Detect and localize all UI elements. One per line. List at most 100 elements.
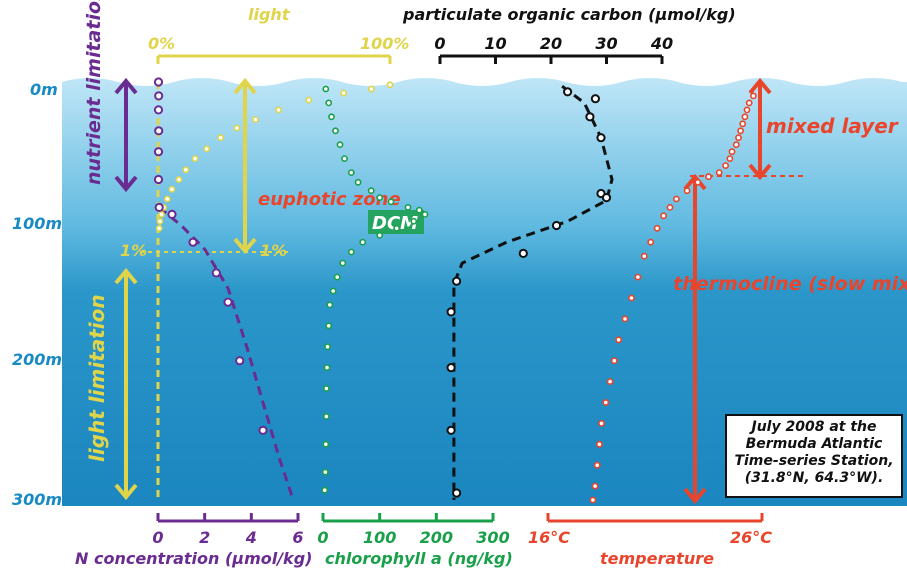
poc-point-5 (601, 193, 612, 203)
nitrogen-tick-label-6: 6 (292, 528, 303, 547)
poc-point-2 (585, 112, 595, 122)
chlorophyll-point-4 (336, 141, 344, 149)
chlorophyll-point-7 (354, 178, 362, 186)
light-point-13 (163, 195, 171, 203)
nitrogen-tick-label-0: 0 (152, 528, 163, 547)
chlorophyll-point-27 (322, 412, 330, 420)
temperature-point-1 (745, 99, 753, 107)
thermocline-label-text: thermocline (slow mixing) (673, 273, 907, 295)
nitrogen-tick-label-2: 2 (199, 528, 210, 547)
temperature-axis-title: temperature (600, 549, 714, 568)
temperature-point-16 (666, 203, 674, 211)
nitrogen-point-8 (188, 237, 198, 247)
temperature-point-23 (621, 315, 629, 323)
light-axis-title: light (248, 5, 291, 24)
chlorophyll-tick-label-0: 0 (317, 528, 328, 547)
temperature-point-15 (673, 195, 680, 203)
chlorophyll-point-16 (376, 231, 384, 239)
temperature-point-28 (598, 419, 605, 427)
chlorophyll-point-10 (387, 198, 395, 206)
temperature-point-18 (653, 224, 661, 232)
light-point-8 (203, 145, 211, 153)
temperature-point-25 (610, 357, 618, 365)
temperature-point-32 (589, 496, 597, 504)
poc-point-1 (590, 94, 601, 104)
poc-axis-ticks: 0 10 20 30 40 (434, 34, 673, 64)
chlorophyll-axis-title: chlorophyll a (ng/kg) (325, 549, 513, 568)
poc-point-8 (452, 276, 462, 286)
nitrogen-point-3 (154, 126, 164, 136)
chlorophyll-point-12 (415, 206, 423, 214)
temperature-point-17 (660, 212, 667, 220)
temperature-point-8 (728, 148, 736, 156)
temperature-point-30 (593, 461, 601, 469)
chlorophyll-point-5 (341, 155, 348, 162)
nitrogen-point-9 (211, 268, 221, 278)
thermocline-label: thermocline (slow mixing) (673, 273, 907, 295)
chlorophyll-tick-label-300: 300 (476, 528, 509, 547)
light-limitation-arrow (114, 267, 138, 501)
depth-tick-200: 200m (12, 350, 62, 369)
nitrogen-point-0 (153, 77, 164, 87)
poc-tick-label-40: 40 (650, 34, 673, 53)
temperature-tick-label-26: 26°C (730, 528, 772, 547)
nitrogen-point-6 (154, 202, 164, 212)
light-point-1 (367, 85, 375, 93)
light-limitation-label: light limitation (85, 294, 109, 462)
nutrient-limitation-arrow (114, 77, 138, 193)
temperature-point-6 (735, 134, 742, 142)
light-point-2 (340, 89, 347, 97)
temperature-point-26 (606, 378, 614, 385)
chlorophyll-point-0 (322, 85, 330, 93)
poc-tick-label-30: 30 (595, 34, 617, 53)
nutrient-limitation-label: nutrient limitation (83, 0, 105, 185)
poc-tick-label-0: 0 (434, 34, 445, 53)
poc-point-9 (446, 307, 456, 317)
chlorophyll-point-14 (410, 217, 418, 225)
light-point-11 (175, 176, 183, 183)
chlorophyll-point-23 (325, 322, 333, 330)
poc-point-0 (563, 87, 573, 97)
light-point-10 (182, 166, 190, 174)
light-tick-label-0: 0% (148, 34, 175, 53)
temperature-point-9 (726, 155, 734, 162)
mixed-layer-label: mixed layer (766, 114, 899, 138)
light-point-12 (168, 185, 176, 193)
chlorophyll-point-3 (332, 127, 339, 135)
chlorophyll-point-9 (376, 194, 384, 201)
depth-tick-300: 300m (12, 490, 62, 509)
chlorophyll-point-20 (333, 273, 341, 281)
light-point-16 (156, 217, 164, 225)
temperature-point-21 (634, 273, 642, 281)
temperature-point-20 (640, 252, 648, 260)
chlorophyll-point-8 (367, 187, 375, 195)
nitrogen-point-11 (235, 356, 245, 366)
nitrogen-point-2 (153, 105, 164, 115)
thermocline-arrow (683, 173, 707, 505)
poc-axis-title: particulate organic carbon (μmol/kg) (402, 5, 736, 24)
nitrogen-axis-title: N concentration (μmol/kg) (75, 549, 312, 568)
poc-point-7 (518, 248, 528, 258)
temperature-point-19 (647, 238, 655, 246)
nitrogen-axis-ticks: 0 2 4 6 (152, 513, 304, 547)
light-point-5 (251, 116, 259, 123)
chlorophyll-point-17 (359, 238, 367, 246)
nitrogen-point-5 (153, 174, 164, 185)
poc-tick-label-20: 20 (540, 34, 562, 53)
temperature-point-27 (602, 399, 610, 406)
light-point-15 (158, 210, 165, 218)
chlorophyll-point-18 (347, 248, 355, 256)
depth-tick-0: 0m (30, 80, 58, 99)
chlorophyll-tick-label-200: 200 (420, 528, 453, 547)
nitrogen-point-4 (153, 147, 164, 157)
poc-point-3 (596, 133, 606, 143)
temperature-point-3 (741, 113, 749, 121)
temperature-point-13 (694, 178, 702, 186)
light-point-3 (305, 96, 313, 104)
temperature-point-0 (750, 92, 757, 100)
chlorophyll-point-28 (322, 440, 330, 448)
temperature-point-2 (743, 106, 751, 114)
light-point-17 (155, 224, 163, 232)
poc-point-12 (452, 488, 462, 498)
depth-tick-100: 100m (12, 214, 62, 233)
